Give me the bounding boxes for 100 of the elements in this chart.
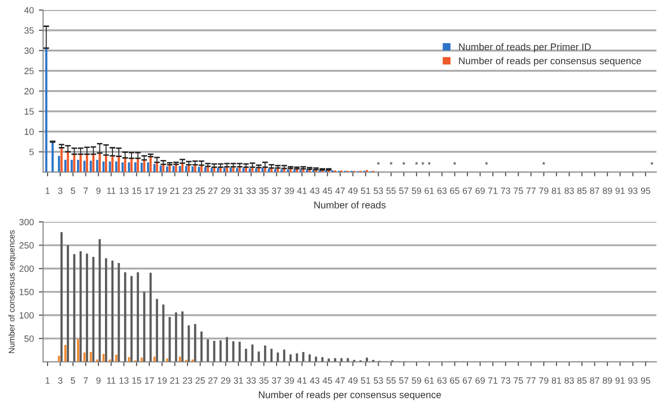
x-tick-label: 21 <box>170 377 180 384</box>
x-tick-label: 83 <box>564 188 574 194</box>
x-tick-label: 67 <box>462 377 472 384</box>
x-tick-label: 81 <box>552 188 562 194</box>
bar <box>60 148 63 172</box>
bar <box>146 162 150 172</box>
x-axis-title: Number of reads per consensus sequence <box>258 391 441 400</box>
x-tick-label: 75 <box>514 377 523 384</box>
bar <box>200 331 203 362</box>
x-tick-label: 41 <box>297 188 307 194</box>
bar <box>104 155 108 172</box>
y-tick-label: 100 <box>20 312 34 319</box>
bar <box>153 164 156 172</box>
bar <box>77 160 80 172</box>
x-tick-label: 95 <box>640 377 650 384</box>
x-tick-label: 63 <box>437 188 447 194</box>
y-tick-label: 40 <box>24 7 34 14</box>
bar <box>115 162 118 172</box>
x-tick-label: 47 <box>335 377 345 384</box>
x-tick-label: 77 <box>526 188 536 194</box>
bar <box>66 245 69 362</box>
bar <box>70 160 73 172</box>
x-tick-label: 79 <box>539 377 548 384</box>
x-tick-label: 59 <box>412 377 422 384</box>
bar <box>124 272 126 362</box>
y-axis-title: Number of consensus sequences <box>8 230 16 354</box>
bar <box>206 339 209 362</box>
bar <box>64 160 66 172</box>
x-tick-label: 15 <box>132 377 142 384</box>
x-tick-label: 7 <box>84 188 88 194</box>
x-tick-label: 53 <box>374 377 383 384</box>
x-tick-label: 3 <box>58 377 62 384</box>
x-tick-label: 67 <box>462 188 472 194</box>
x-tick-label: 45 <box>322 377 332 384</box>
bar <box>52 142 54 172</box>
x-tick-label: 71 <box>488 188 498 194</box>
x-tick-label: 43 <box>310 377 320 384</box>
x-tick-label: 59 <box>412 188 422 194</box>
x-tick-label: 19 <box>158 377 167 384</box>
bar <box>244 348 248 362</box>
bar <box>220 340 222 362</box>
bar <box>102 162 105 172</box>
bar <box>128 357 130 362</box>
x-tick-label: 33 <box>246 188 256 194</box>
bar <box>60 232 63 362</box>
x-tick-label: 15 <box>132 188 142 194</box>
bar <box>98 153 101 172</box>
bar <box>314 356 318 362</box>
bar <box>181 311 184 362</box>
x-tick-label: 93 <box>628 377 638 384</box>
bar <box>96 160 98 172</box>
bar <box>118 156 120 172</box>
y-tick-label: 5 <box>29 148 34 156</box>
annotation: * <box>402 162 406 165</box>
bar <box>293 170 296 172</box>
bar <box>280 169 283 172</box>
bar <box>64 345 66 362</box>
x-tick-label: 65 <box>450 188 460 194</box>
bar <box>143 160 146 172</box>
annotation: * <box>376 162 380 165</box>
x-tick-label: 57 <box>399 377 408 384</box>
x-tick-label: 43 <box>310 188 320 194</box>
bar <box>226 337 228 362</box>
bar <box>174 312 178 362</box>
bar <box>264 345 266 362</box>
x-tick-label: 13 <box>120 188 129 194</box>
bar <box>136 272 139 362</box>
bar <box>80 251 82 362</box>
x-tick-label: 93 <box>628 188 638 194</box>
bar <box>270 348 273 362</box>
x-tick-label: 1 <box>46 188 50 194</box>
x-tick-label: 35 <box>259 377 268 384</box>
bar <box>58 356 60 362</box>
x-tick-label: 89 <box>602 188 612 194</box>
y-tick-label: 200 <box>19 266 34 272</box>
bar <box>162 304 164 362</box>
bar <box>115 354 118 362</box>
x-tick-label: 29 <box>221 377 230 384</box>
bar <box>83 160 86 172</box>
bar <box>286 169 290 172</box>
bar <box>128 162 130 172</box>
x-tick-label: 91 <box>616 377 625 384</box>
annotation: * <box>421 162 424 165</box>
x-tick-label: 9 <box>96 377 101 384</box>
x-tick-label: 37 <box>272 377 282 384</box>
x-tick-label: 71 <box>488 377 498 384</box>
y-tick-label: 30 <box>24 48 34 54</box>
annotation: * <box>390 162 393 165</box>
bar <box>210 168 213 172</box>
bar <box>328 358 330 362</box>
x-tick-label: 73 <box>501 377 510 384</box>
x-tick-label: 37 <box>272 188 282 194</box>
x-tick-label: 77 <box>526 377 536 384</box>
bar <box>258 352 260 362</box>
bar <box>238 342 241 362</box>
bar <box>242 168 245 172</box>
x-tick-label: 81 <box>552 377 562 384</box>
x-axis-title: Number of reads <box>314 201 386 208</box>
x-tick-label: 23 <box>182 188 192 194</box>
bar <box>90 352 92 362</box>
